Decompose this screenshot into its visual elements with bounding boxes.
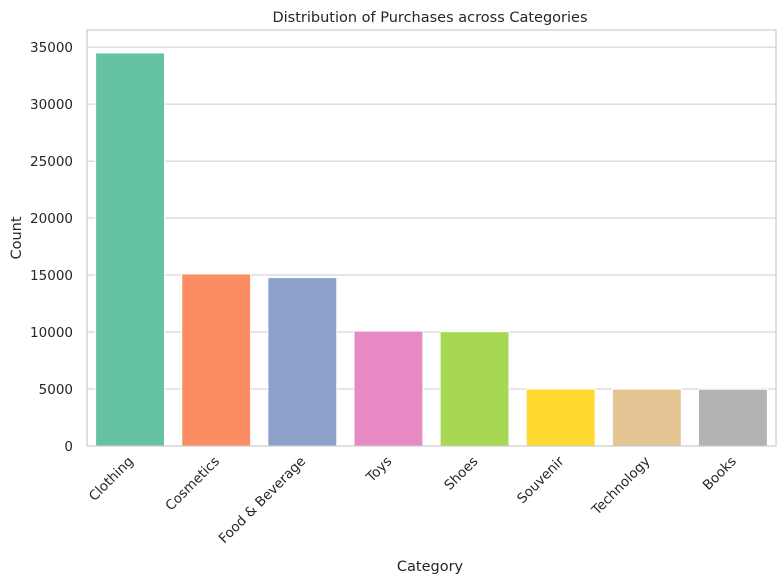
bar-books: [697, 388, 768, 447]
bar-technology: [611, 388, 682, 447]
y-axis-label: Count: [9, 216, 25, 259]
x-axis-label: Category: [397, 559, 464, 575]
y-tick-label: 35000: [30, 40, 73, 56]
bar-shoes: [439, 331, 510, 447]
y-tick-label: 0: [64, 439, 73, 455]
bar-clothing: [95, 52, 166, 447]
chart-title: Distribution of Purchases across Categor…: [272, 10, 587, 26]
x-tick-label: Cosmetics: [162, 454, 223, 515]
y-tick-label: 15000: [30, 268, 73, 284]
plot-frame: [86, 29, 777, 447]
y-tick-label: 25000: [30, 154, 73, 170]
x-tick-label: Souvenir: [514, 453, 568, 507]
x-tick-label: Technology: [588, 454, 654, 520]
x-tick-label: Food & Beverage: [216, 454, 309, 547]
bar-souvenir: [525, 388, 596, 447]
x-tick-label: Toys: [363, 454, 396, 487]
x-tick-label: Books: [700, 454, 740, 494]
y-tick-label: 5000: [39, 382, 73, 398]
x-tick-label: Clothing: [86, 454, 137, 505]
bar-toys: [353, 330, 424, 447]
y-tick-label: 10000: [30, 325, 73, 341]
y-tick-label: 30000: [30, 97, 73, 113]
x-tick-label: Shoes: [441, 454, 481, 494]
bar-food-beverage: [267, 277, 338, 447]
bar-cosmetics: [181, 273, 252, 447]
y-tick-labels: 0 5000 10000 15000 20000 25000 30000 35000: [30, 40, 73, 455]
y-tick-label: 20000: [30, 211, 73, 227]
bars: [95, 52, 768, 447]
